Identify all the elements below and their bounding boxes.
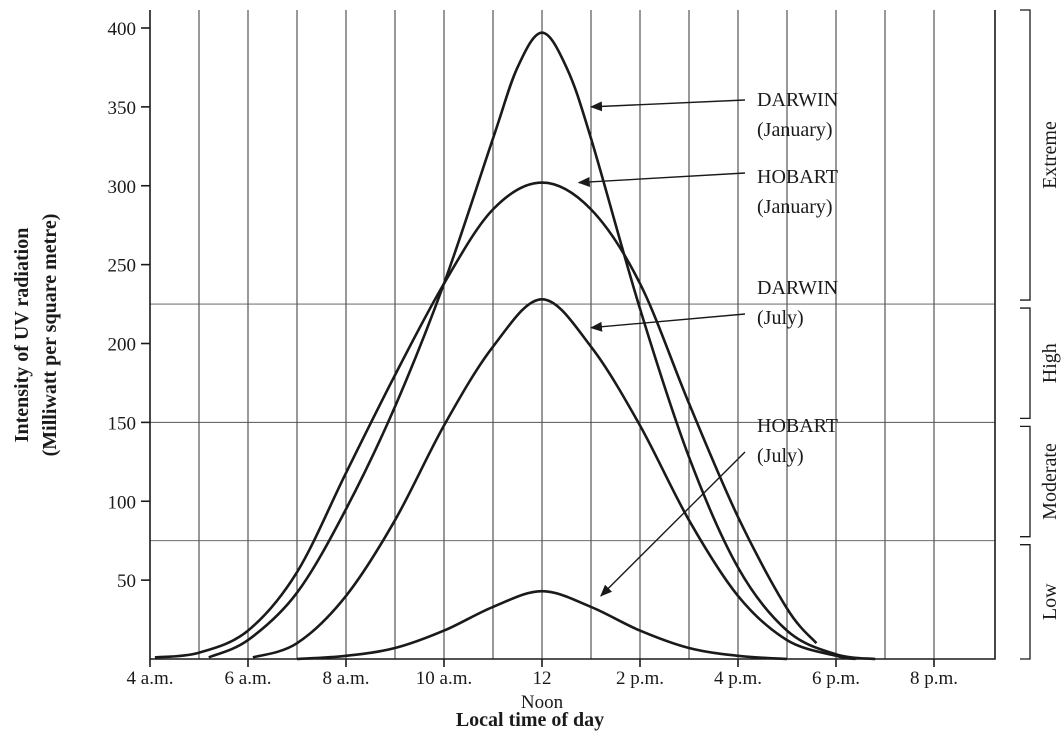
hobart-january-label-month: (January): [757, 196, 833, 218]
darwin-january-label-city: DARWIN: [757, 89, 838, 111]
darwin-july-label-city: DARWIN: [757, 277, 838, 299]
x-tick-label: 10 a.m.: [416, 668, 472, 689]
darwin-july-label-month: (July): [757, 307, 804, 329]
x-tick-label: 6 a.m.: [225, 668, 272, 689]
band-label-moderate: Moderate: [1039, 443, 1061, 520]
x-tick-label: 4 a.m.: [127, 668, 174, 689]
x-tick-label: 2 p.m.: [616, 668, 664, 689]
y-tick-label: 350: [108, 98, 137, 119]
band-label-low: Low: [1039, 583, 1061, 620]
plot-frame: [149, 10, 996, 660]
axis-layer: [149, 10, 996, 660]
series-layer: [154, 31, 876, 661]
x-sub-label: Noon: [521, 692, 564, 713]
band-bracket-moderate: [1020, 425, 1031, 538]
band-bracket-high: [1020, 307, 1031, 420]
darwin-january-arrow: [590, 99, 746, 112]
darwin-july-arrow: [590, 313, 746, 332]
hobart-july-curve: [296, 589, 788, 661]
hobart-july-label-city: HOBART: [757, 415, 838, 437]
annotation-layer: DARWIN (January) HOBART (January) DARWIN (Jul…: [577, 89, 838, 597]
grid-layer: [150, 10, 995, 659]
y-tick-label: 100: [108, 492, 137, 513]
darwin-january-label-month: (January): [757, 119, 833, 141]
hobart-july-label-month: (July): [757, 445, 804, 467]
x-tick-label: 6 p.m.: [812, 668, 860, 689]
y-tick-label: 400: [108, 19, 137, 40]
x-tick-label: 8 a.m.: [323, 668, 370, 689]
hobart-july-arrow: [600, 451, 746, 597]
hobart-january-curve: [154, 181, 818, 659]
x-tick-label: 8 p.m.: [910, 668, 958, 689]
y-axis-label-line-1: Intensity of UV radiation: [11, 228, 33, 443]
y-axis-label-line-2: (Milliwatt per square metre): [39, 214, 61, 457]
x-tick-label: 4 p.m.: [714, 668, 762, 689]
y-tick-label: 50: [117, 571, 136, 592]
y-tick-label: 150: [108, 413, 137, 434]
band-bracket-low: [1020, 544, 1031, 660]
x-tick-label: 12: [533, 668, 552, 689]
category-band-layer: Low Moderate High Extreme: [1020, 9, 1061, 660]
x-axis-label: Local time of day: [456, 709, 604, 731]
y-tick-label: 250: [108, 256, 137, 277]
band-bracket-extreme: [1020, 9, 1031, 301]
y-tick-label: 200: [108, 335, 137, 356]
band-label-high: High: [1039, 343, 1061, 383]
band-label-extreme: Extreme: [1039, 121, 1061, 189]
hobart-january-label-city: HOBART: [757, 166, 838, 188]
hobart-january-arrow: [577, 172, 746, 187]
darwin-january-curve: [208, 31, 876, 661]
darwin-july-curve: [252, 298, 856, 661]
y-tick-label: 300: [108, 177, 137, 198]
tick-layer: 50 100 150 200 250 300 350 400 4 a.m. 6 a.m. 8 a.m…: [108, 19, 959, 713]
